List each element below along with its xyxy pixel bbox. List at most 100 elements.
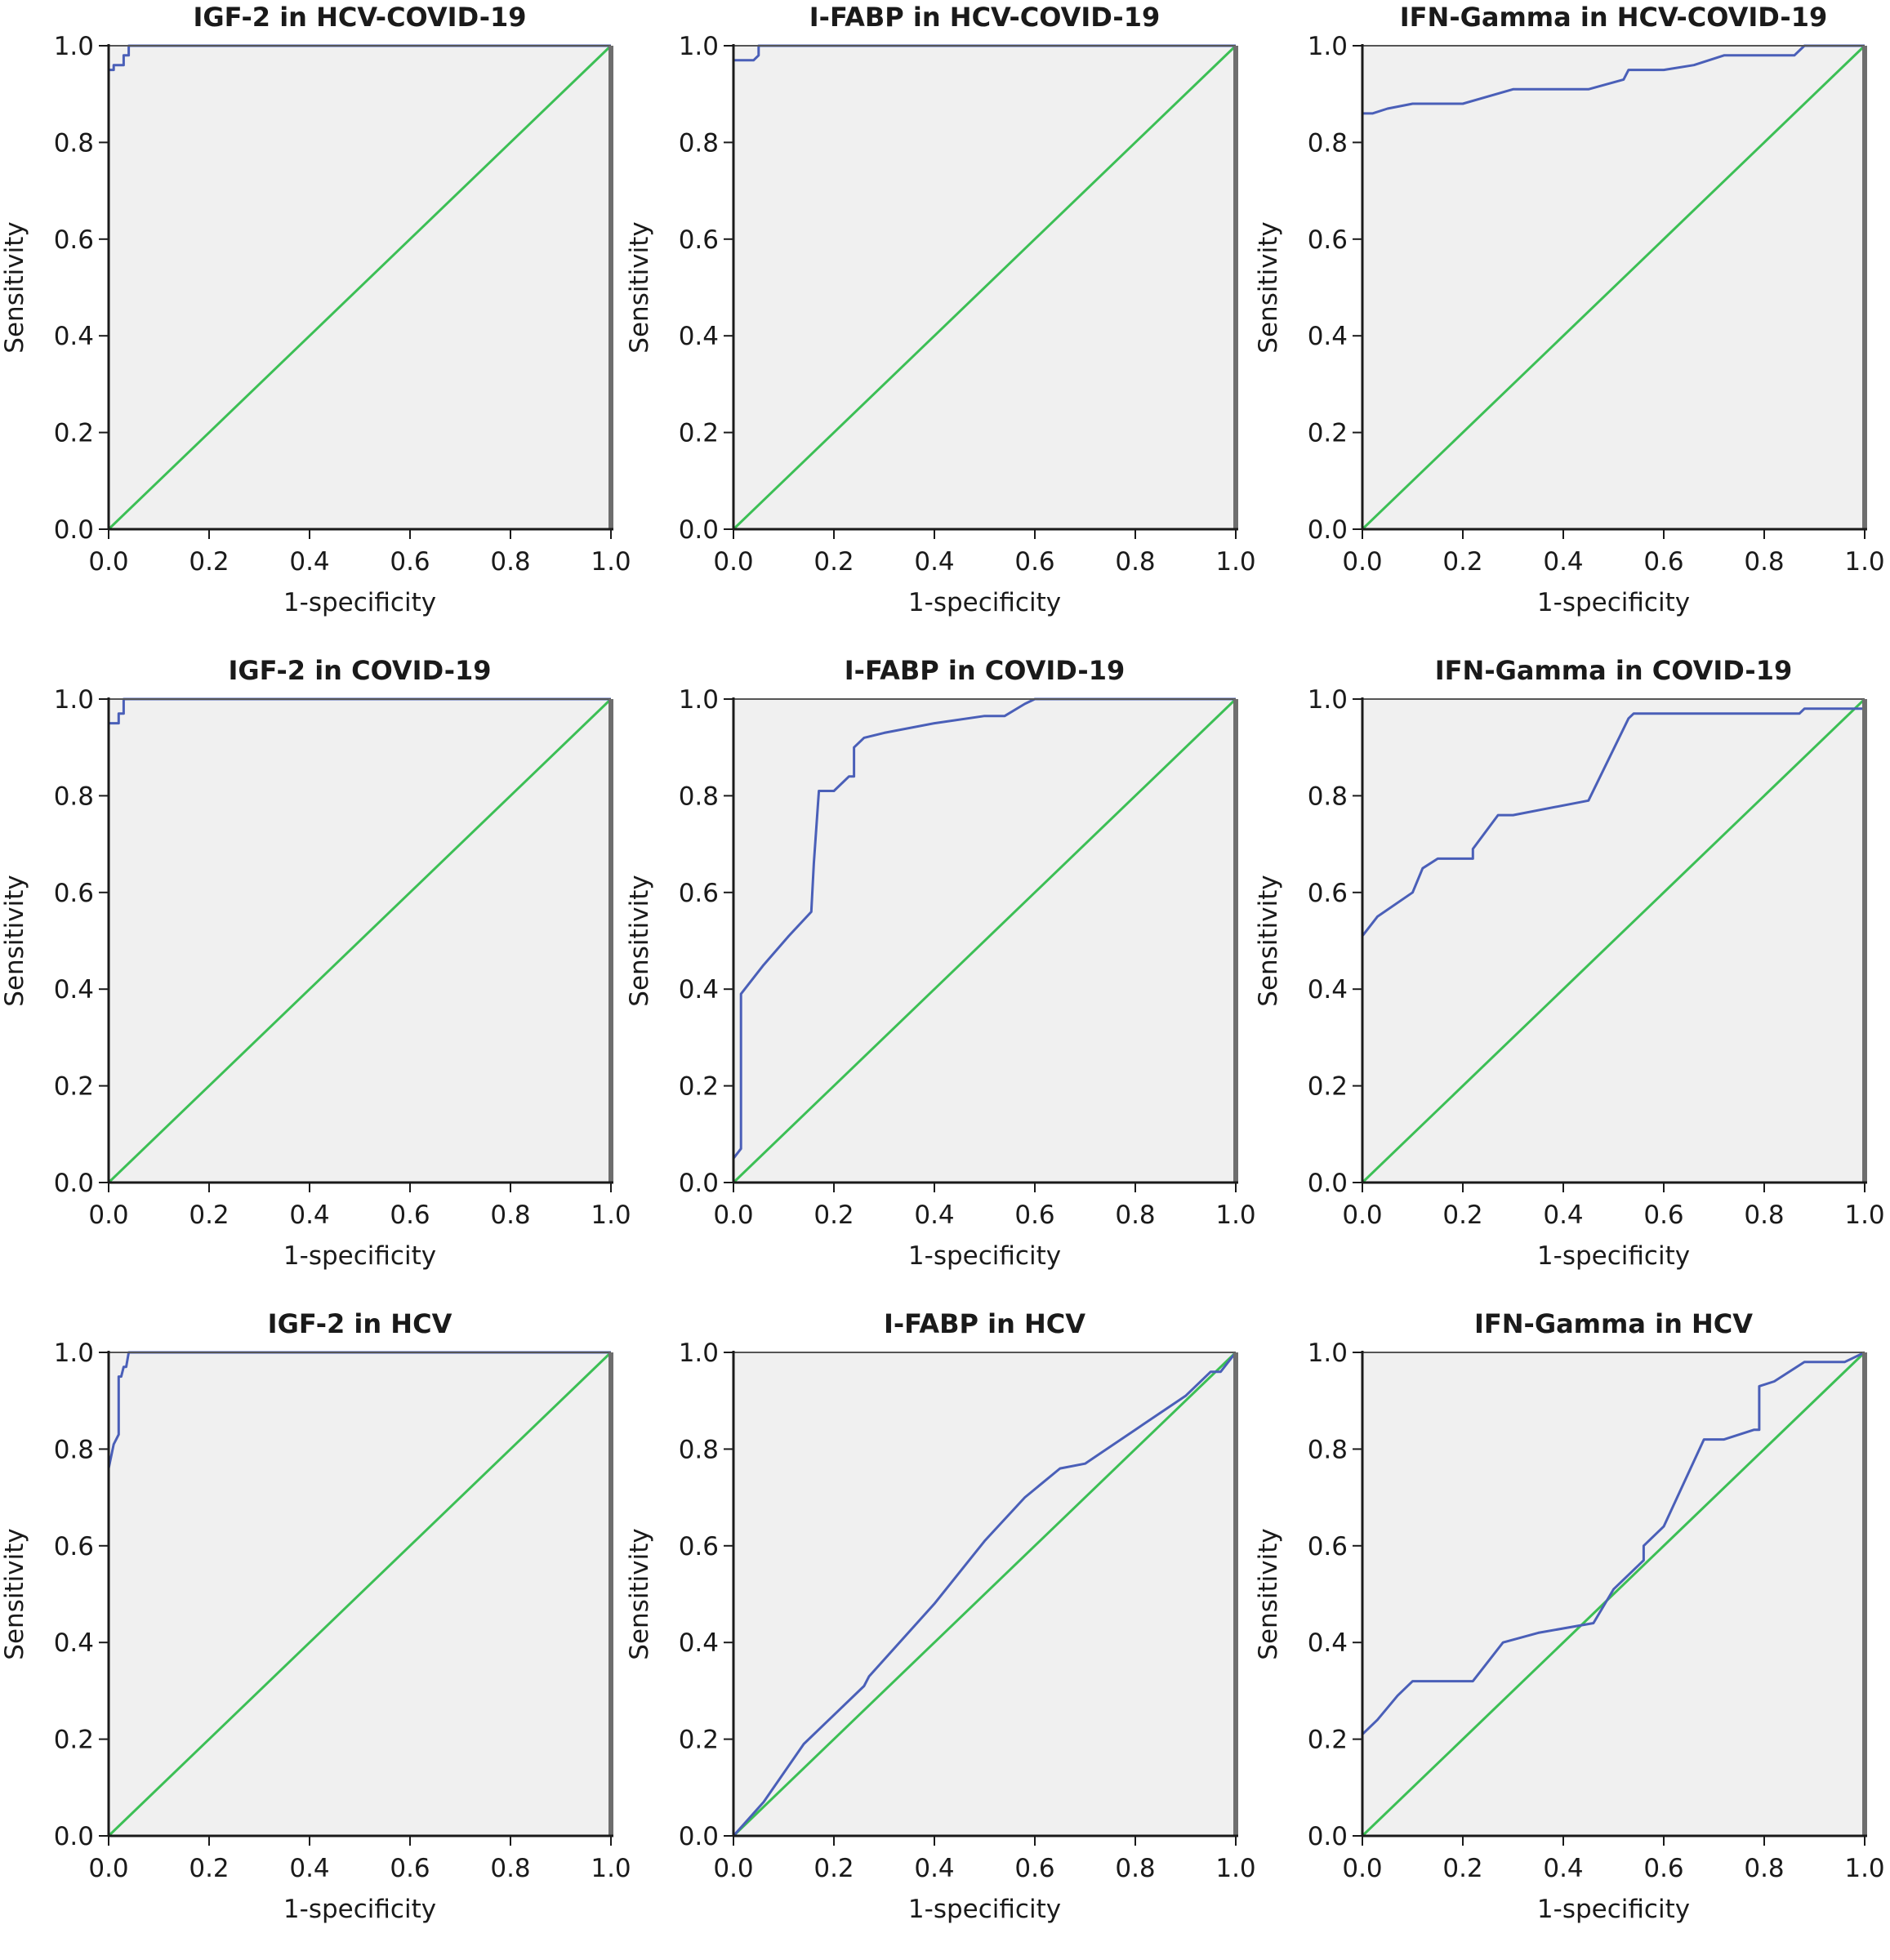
x-tick-label: 0.6 xyxy=(1014,1200,1054,1230)
x-tick-label: 0.6 xyxy=(1014,547,1054,577)
chart-title: IFN-Gamma in COVID-19 xyxy=(1435,655,1792,686)
y-tick-label: 0.2 xyxy=(54,1072,94,1102)
y-tick-label: 0.8 xyxy=(1308,782,1348,811)
x-tick-label: 0.6 xyxy=(1643,1854,1683,1883)
y-tick-label: 0.6 xyxy=(54,225,94,255)
x-axis-label: 1-specificity xyxy=(1537,1895,1690,1924)
x-tick-label: 0.2 xyxy=(189,1854,229,1883)
y-tick-label: 0.8 xyxy=(679,128,719,158)
roc-curve-line xyxy=(1361,707,1865,1183)
reference-diagonal-line xyxy=(107,44,613,531)
reference-diagonal-line xyxy=(1361,1351,1866,1838)
roc-panel-ifn-gamma-in-covid-19: 0.0 0.2 0.4 0.6 0.8 1.0 0.0 0.2 0.4 0.6 0.8 1.0 IFN-… xyxy=(1254,653,1885,1307)
x-tick-label: 0.6 xyxy=(390,1200,430,1230)
x-tick-label: 0.6 xyxy=(390,1854,430,1883)
y-tick-label: 0.4 xyxy=(54,322,94,351)
y-tick-label: 0.2 xyxy=(54,1726,94,1755)
x-tick-label: 0.0 xyxy=(1342,1200,1382,1230)
y-tick-label: 1.0 xyxy=(54,32,94,61)
x-tick-label: 0.4 xyxy=(1543,1200,1583,1230)
x-tick-label: 0.2 xyxy=(814,547,854,577)
y-tick-label: 0.6 xyxy=(1308,225,1348,255)
y-tick-label: 0.8 xyxy=(54,128,94,158)
y-tick-label: 0.4 xyxy=(54,1628,94,1658)
y-axis-label: Sensitivity xyxy=(0,875,29,1006)
x-tick-label: 0.8 xyxy=(490,1854,530,1883)
chart-title: I-FABP in COVID-19 xyxy=(845,655,1125,686)
y-tick-label: 1.0 xyxy=(54,1339,94,1368)
y-tick-label: 0.0 xyxy=(1308,1169,1348,1198)
roc-panel-igf-2-in-covid-19: 0.0 0.2 0.4 0.6 0.8 1.0 0.0 0.2 0.4 0.6 0.8 1.0 IGF-… xyxy=(0,653,631,1307)
x-axis-label: 1-specificity xyxy=(908,1241,1061,1271)
x-tick-label: 0.0 xyxy=(88,1854,128,1883)
roc-panel-ifn-gamma-in-hcv-covid-19: 0.0 0.2 0.4 0.6 0.8 1.0 0.0 0.2 0.4 0.6 0.8 1.0 IFN-… xyxy=(1254,0,1885,653)
reference-diagonal-line xyxy=(1361,44,1866,531)
x-tick-label: 0.2 xyxy=(189,1200,229,1230)
reference-diagonal-line xyxy=(107,697,613,1184)
y-tick-label: 0.6 xyxy=(54,879,94,908)
chart-title: I-FABP in HCV-COVID-19 xyxy=(809,2,1160,33)
y-tick-label: 1.0 xyxy=(679,1339,719,1368)
y-tick-label: 1.0 xyxy=(1308,32,1348,61)
x-tick-label: 0.8 xyxy=(1115,547,1155,577)
y-tick-label: 0.4 xyxy=(1308,322,1348,351)
y-tick-label: 0.6 xyxy=(679,1532,719,1561)
reference-diagonal-line xyxy=(732,1351,1237,1838)
y-tick-label: 0.0 xyxy=(54,1169,94,1198)
y-tick-label: 0.0 xyxy=(54,515,94,545)
y-axis-label: Sensitivity xyxy=(625,1528,654,1659)
x-tick-label: 0.0 xyxy=(88,547,128,577)
y-tick-label: 0.0 xyxy=(54,1822,94,1851)
y-axis-label: Sensitivity xyxy=(625,221,654,353)
chart-title: I-FABP in HCV xyxy=(884,1308,1085,1339)
x-tick-label: 0.6 xyxy=(390,547,430,577)
y-tick-label: 0.0 xyxy=(1308,515,1348,545)
x-tick-label: 0.0 xyxy=(713,547,753,577)
roc-chart-svg: 0.0 0.2 0.4 0.6 0.8 1.0 0.0 0.2 0.4 0.6 0.8 1.0 IFN-… xyxy=(1254,2,1885,617)
y-axis-label: Sensitivity xyxy=(1254,221,1283,353)
x-tick-label: 0.0 xyxy=(713,1200,753,1230)
y-tick-label: 0.4 xyxy=(679,975,719,1004)
y-tick-label: 1.0 xyxy=(679,32,719,61)
x-tick-label: 0.2 xyxy=(814,1200,854,1230)
x-tick-label: 0.6 xyxy=(1014,1854,1054,1883)
roc-curve-line xyxy=(107,1351,611,1836)
x-tick-label: 0.2 xyxy=(1442,547,1482,577)
roc-panel-igf-2-in-hcv: 0.0 0.2 0.4 0.6 0.8 1.0 0.0 0.2 0.4 0.6 0.8 1.0 IGF-… xyxy=(0,1307,631,1960)
y-tick-label: 0.8 xyxy=(679,1435,719,1464)
x-tick-label: 0.2 xyxy=(814,1854,854,1883)
x-tick-label: 0.4 xyxy=(289,547,329,577)
roc-chart-svg: 0.0 0.2 0.4 0.6 0.8 1.0 0.0 0.2 0.4 0.6 0.8 1.0 IGF-… xyxy=(0,655,631,1271)
roc-curve-line xyxy=(1361,44,1865,529)
x-tick-label: 0.8 xyxy=(1744,1854,1784,1883)
y-tick-label: 0.6 xyxy=(1308,879,1348,908)
reference-diagonal-line xyxy=(732,44,1237,531)
x-tick-label: 1.0 xyxy=(1844,547,1884,577)
x-tick-label: 0.0 xyxy=(1342,1854,1382,1883)
x-tick-label: 0.4 xyxy=(289,1854,329,1883)
y-tick-label: 0.4 xyxy=(1308,1628,1348,1658)
y-tick-label: 0.4 xyxy=(679,1628,719,1658)
x-axis-label: 1-specificity xyxy=(283,1895,436,1924)
chart-title: IFN-Gamma in HCV xyxy=(1474,1308,1753,1339)
y-tick-label: 0.2 xyxy=(679,419,719,448)
roc-panel-i-fabp-in-hcv-covid-19: 0.0 0.2 0.4 0.6 0.8 1.0 0.0 0.2 0.4 0.6 0.8 1.0 I-FA… xyxy=(625,0,1256,653)
x-tick-label: 0.8 xyxy=(1115,1854,1155,1883)
x-tick-label: 0.4 xyxy=(289,1200,329,1230)
roc-curve-line xyxy=(107,44,611,529)
x-axis-label: 1-specificity xyxy=(908,588,1061,617)
y-axis-label: Sensitivity xyxy=(0,221,29,353)
x-tick-label: 1.0 xyxy=(1215,1854,1255,1883)
roc-panel-ifn-gamma-in-hcv: 0.0 0.2 0.4 0.6 0.8 1.0 0.0 0.2 0.4 0.6 0.8 1.0 IFN-… xyxy=(1254,1307,1885,1960)
x-tick-label: 0.4 xyxy=(914,1200,954,1230)
y-tick-label: 0.8 xyxy=(679,782,719,811)
y-tick-label: 0.6 xyxy=(679,879,719,908)
x-tick-label: 0.4 xyxy=(914,547,954,577)
y-tick-label: 0.2 xyxy=(1308,1072,1348,1102)
y-tick-label: 0.4 xyxy=(54,975,94,1004)
reference-diagonal-line xyxy=(1361,697,1866,1184)
x-tick-label: 1.0 xyxy=(591,1854,631,1883)
x-tick-label: 0.8 xyxy=(1115,1200,1155,1230)
x-axis-label: 1-specificity xyxy=(908,1895,1061,1924)
